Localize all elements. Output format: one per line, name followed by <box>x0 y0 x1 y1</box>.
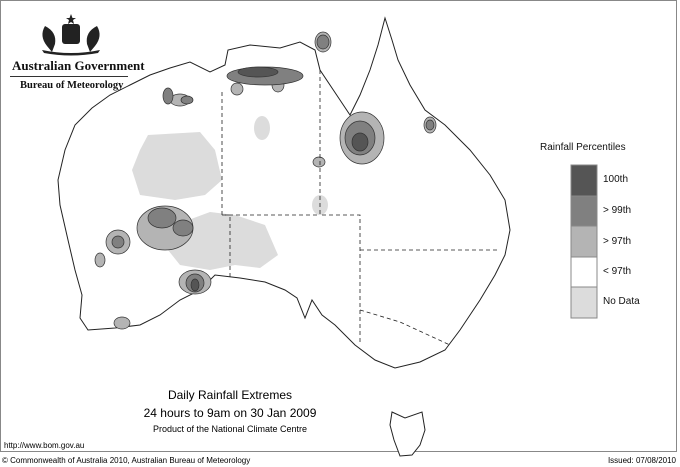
mainland-outline <box>57 16 511 369</box>
coat-of-arms-logo <box>42 14 100 56</box>
legend-label: No Data <box>603 296 640 307</box>
org-name: Australian Government <box>12 58 145 73</box>
legend-label: 100th <box>603 174 629 185</box>
legend-title: Rainfall Percentiles <box>540 142 626 153</box>
tasmania-outline <box>389 411 426 457</box>
legend-swatch-100th <box>570 164 598 197</box>
header-divider <box>10 76 128 77</box>
map-frame <box>0 0 677 452</box>
legend-swatch-99th <box>570 195 598 227</box>
issued-date: Issued: 07/08/2010 <box>607 456 676 465</box>
agency-name: Bureau of Meteorology <box>20 80 124 91</box>
legend-label: > 97th <box>603 236 632 247</box>
map-subtitle: 24 hours to 9am on 30 Jan 2009 <box>143 406 317 420</box>
legend-label: > 99th <box>603 205 632 216</box>
legend-swatch-no-data <box>570 286 598 319</box>
legend-label: < 97th <box>603 266 632 277</box>
website-link[interactable]: http://www.bom.gov.au <box>4 441 85 450</box>
legend-swatch-97th <box>570 225 598 258</box>
copyright: © Commonwealth of Australia 2010, Austra… <box>2 456 251 465</box>
100th-regions <box>190 66 369 292</box>
map-credit: Product of the National Climate Centre <box>152 424 308 434</box>
map-title: Daily Rainfall Extremes <box>167 388 293 402</box>
state-borders <box>221 70 500 346</box>
no-data-regions <box>132 116 328 270</box>
legend-swatches <box>570 164 598 319</box>
legend-swatch-below-97th <box>570 256 598 288</box>
